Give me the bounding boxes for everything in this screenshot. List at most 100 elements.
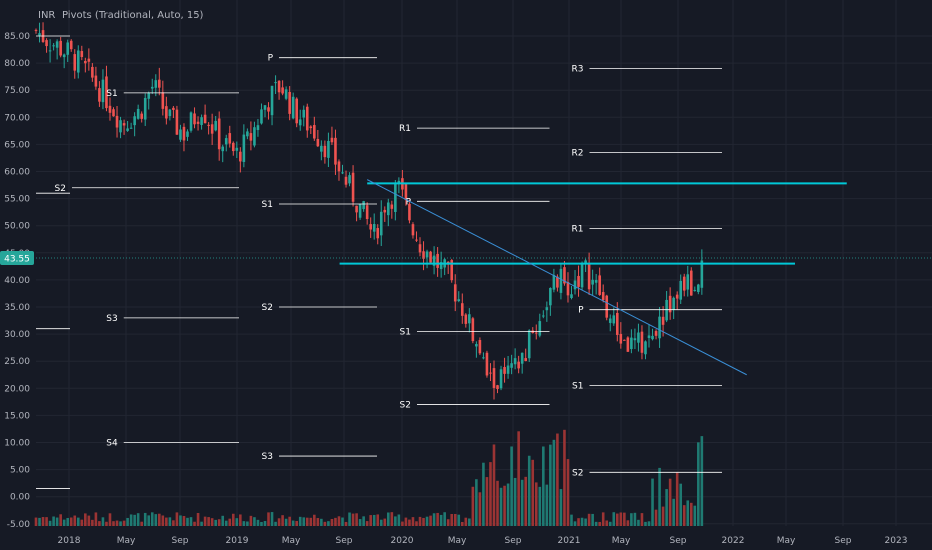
candle-body — [475, 344, 478, 347]
candle-body — [658, 316, 661, 339]
candle-body — [73, 54, 77, 71]
pivot-label: S1 — [262, 200, 273, 210]
candle-body — [263, 105, 267, 110]
volume-bar — [686, 500, 690, 526]
volume-bar — [637, 519, 640, 526]
candle-body — [689, 270, 693, 296]
candle-body — [327, 141, 330, 158]
candle-body — [69, 40, 73, 50]
x-tick-label: 2019 — [226, 536, 249, 546]
candle-body — [235, 147, 239, 151]
candle-body — [288, 91, 291, 114]
candle-body — [344, 176, 348, 185]
candle-body — [108, 105, 112, 113]
volume-bar — [598, 521, 601, 526]
volume-bar — [429, 515, 432, 526]
candle-body — [675, 294, 679, 299]
candle-body — [457, 299, 461, 302]
volume-bar — [59, 514, 62, 526]
volume-bar — [531, 459, 535, 526]
candle-body — [193, 113, 196, 125]
candle-body — [179, 129, 182, 140]
legend[interactable]: INR Pivots (Traditional, Auto, 15) — [38, 10, 204, 21]
y-tick-label: 70.00 — [4, 113, 30, 123]
volume-bar — [503, 485, 506, 526]
candle-body — [122, 123, 126, 126]
volume-bar — [415, 521, 418, 526]
volume-bar — [464, 517, 468, 526]
volume-bar — [242, 521, 246, 526]
volume-bar — [281, 515, 284, 526]
volume-bar — [108, 513, 112, 526]
volume-bar — [644, 521, 647, 526]
volume-bar — [594, 521, 598, 526]
candle-body — [570, 294, 573, 298]
candle-body — [172, 107, 175, 110]
volume-bar — [334, 517, 337, 526]
candles — [34, 22, 704, 400]
candle-body — [637, 332, 640, 343]
volume-bar — [577, 518, 580, 526]
candle-body — [682, 276, 686, 291]
volume-bar — [284, 518, 288, 526]
y-tick-label: 55.00 — [4, 195, 30, 205]
candle-body — [510, 363, 513, 368]
candle-body — [284, 89, 288, 99]
x-tick-label: 2020 — [391, 536, 414, 546]
volume-bar — [288, 516, 291, 526]
volume-bar — [647, 521, 651, 526]
candle-body — [161, 92, 165, 109]
legend-indicator[interactable]: Pivots (Traditional, Auto, 15) — [62, 10, 204, 21]
drawings[interactable] — [36, 179, 932, 376]
pivot-label: S3 — [106, 314, 117, 324]
pivot-label: S3 — [262, 452, 273, 462]
candle-body — [587, 262, 591, 290]
volume-bar — [263, 521, 267, 526]
candle-body — [492, 368, 496, 388]
price-badge: 43.55 — [0, 251, 34, 265]
volume-bar — [549, 444, 552, 526]
price-badge-bg — [0, 251, 34, 265]
pivot-label: S2 — [400, 401, 411, 411]
candle-body — [115, 115, 119, 128]
candle-body — [168, 109, 172, 117]
pivot-label: S2 — [55, 184, 66, 194]
trend-line[interactable] — [366, 179, 747, 376]
candle-body — [644, 341, 647, 355]
candle-body — [165, 106, 168, 119]
volume-bar — [277, 518, 281, 526]
volume-bar — [150, 512, 154, 526]
candle-body — [379, 211, 383, 236]
y-tick-label: 60.00 — [4, 168, 30, 178]
volume-bar — [84, 513, 87, 526]
candle-body — [52, 45, 55, 47]
volume-bar — [87, 515, 91, 526]
volume-bar — [147, 515, 151, 526]
candle-body — [112, 109, 115, 117]
volume-bar — [640, 513, 644, 526]
volume-bar — [566, 459, 570, 526]
candle-body — [563, 267, 566, 284]
candle-body — [45, 40, 48, 47]
candle-body — [591, 279, 594, 285]
volume-bar — [179, 515, 182, 526]
volume-bar — [358, 519, 362, 526]
candle-body — [62, 54, 66, 58]
candle-body — [316, 139, 320, 147]
candle-body — [136, 108, 140, 119]
legend-symbol[interactable]: INR — [38, 10, 55, 21]
candle-body — [305, 106, 309, 131]
x-tick-label: 2018 — [58, 536, 81, 546]
volume-bar — [69, 517, 73, 526]
volume-bar — [320, 518, 323, 526]
volume-bar — [379, 519, 383, 526]
candle-body — [217, 118, 221, 150]
volume-bar — [422, 517, 425, 526]
y-tick-label: 40.00 — [4, 276, 30, 286]
candle-body — [527, 330, 531, 359]
pivot-label: S1 — [400, 327, 411, 337]
candle-body — [270, 85, 274, 116]
volume-bar — [355, 513, 358, 526]
